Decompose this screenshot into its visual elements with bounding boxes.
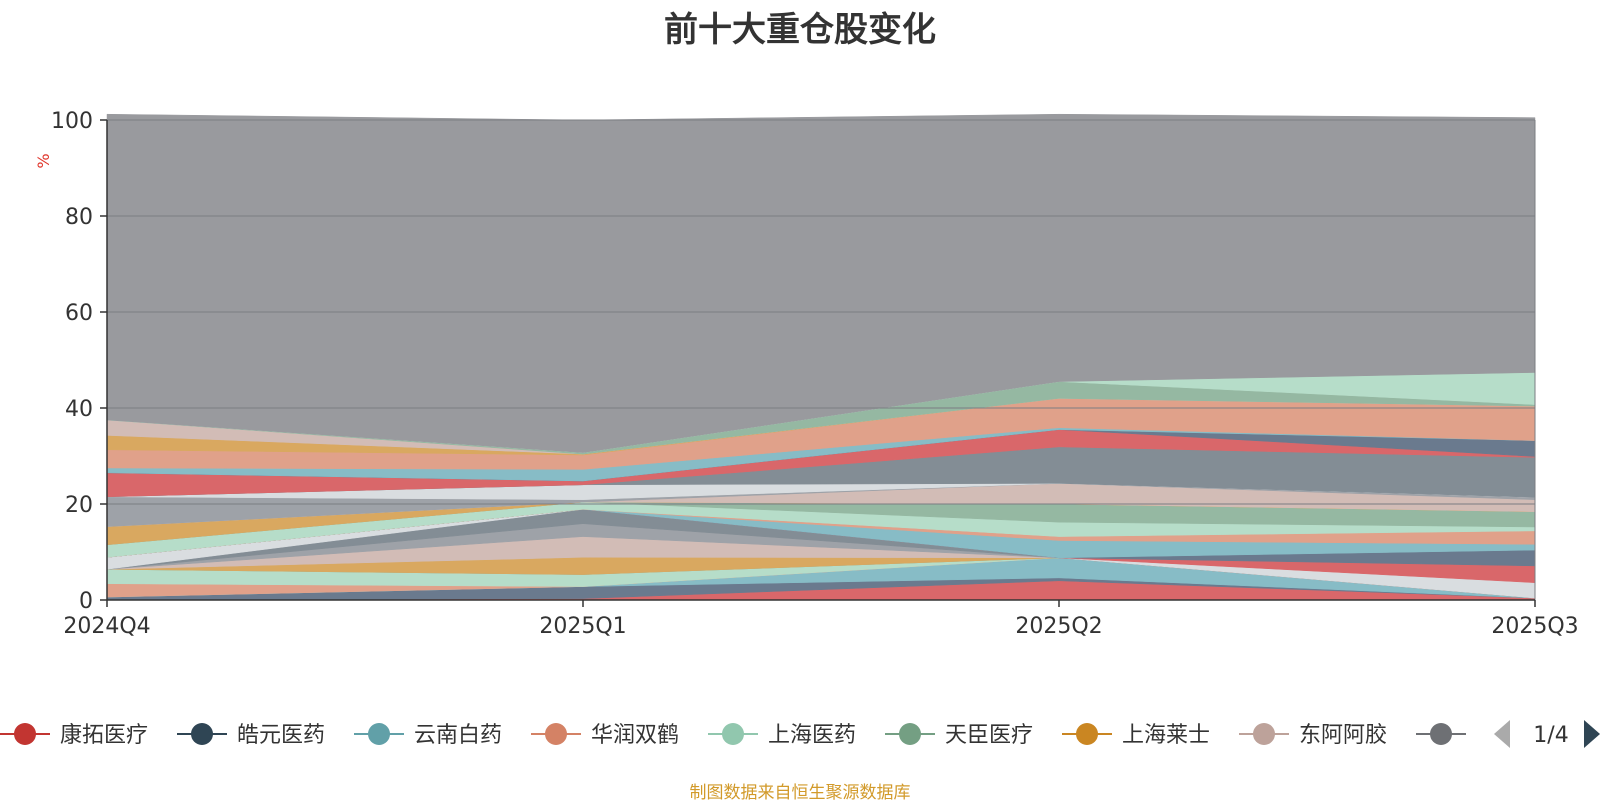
x-tick-label-1: 2025Q1	[539, 614, 626, 639]
chart-title: 前十大重仓股变化	[664, 10, 936, 50]
legend-label-5: 天臣医疗	[945, 723, 1033, 748]
legend-marker-8	[1430, 723, 1452, 745]
legend-prev-icon[interactable]	[1494, 720, 1510, 748]
y-tick-label-20: 20	[65, 493, 93, 518]
legend-label-2: 云南白药	[414, 723, 502, 748]
legend-marker-1	[191, 723, 213, 745]
grid-layer	[107, 119, 1536, 600]
y-tick-label-40: 40	[65, 397, 93, 422]
legend-item-1[interactable]: 皓元医药	[177, 723, 325, 748]
legend-label-3: 华润双鹤	[591, 723, 679, 748]
y-tick-label-0: 0	[79, 589, 93, 614]
legend-label-7: 东阿阿胶	[1299, 723, 1387, 748]
data-source-note: 制图数据来自恒生聚源数据库	[689, 783, 911, 803]
legend-page-indicator: 1/4	[1533, 723, 1568, 748]
x-tick-label-3: 2025Q3	[1491, 614, 1578, 639]
legend-item-5[interactable]: 天臣医疗	[885, 723, 1033, 748]
legend-item-8[interactable]	[1416, 723, 1466, 745]
legend-label-1: 皓元医药	[237, 723, 325, 748]
area-layer	[106, 113, 1536, 601]
legend-marker-3	[545, 723, 567, 745]
x-tick-label-2: 2025Q2	[1015, 614, 1102, 639]
legend-item-2[interactable]: 云南白药	[354, 723, 502, 748]
legend-item-6[interactable]: 上海莱士	[1062, 723, 1210, 748]
legend-marker-5	[899, 723, 921, 745]
legend-label-6: 上海莱士	[1122, 723, 1210, 748]
y-tick-label-100: 100	[51, 109, 93, 134]
legend-item-4[interactable]: 上海医药	[708, 723, 856, 748]
legend-marker-2	[368, 723, 390, 745]
legend-marker-4	[722, 723, 744, 745]
legend-label-0: 康拓医疗	[60, 723, 148, 748]
legend-item-3[interactable]: 华润双鹤	[531, 723, 679, 748]
axes-layer: 0 20 40 60 80 100 2024Q4 2025Q1 2025Q2 2025Q3%	[34, 109, 1579, 639]
legend-marker-7	[1253, 723, 1275, 745]
x-tick-label-0: 2024Q4	[63, 614, 150, 639]
legend-item-7[interactable]: 东阿阿胶	[1239, 723, 1387, 748]
legend-item-0[interactable]: 康拓医疗	[0, 723, 148, 748]
y-tick-label-60: 60	[65, 301, 93, 326]
legend-marker-6	[1076, 723, 1098, 745]
y-tick-label-80: 80	[65, 205, 93, 230]
y-axis-label: %	[34, 153, 53, 168]
legend: 康拓医疗 皓元医药 云南白药 华润双鹤 上海医药 天臣医疗 上海莱士 东阿阿胶 1/4	[0, 705, 1600, 765]
legend-clip-mask	[1473, 705, 1600, 765]
legend-label-4: 上海医药	[768, 723, 856, 748]
legend-next-icon[interactable]	[1584, 720, 1600, 748]
legend-marker-0	[14, 723, 36, 745]
